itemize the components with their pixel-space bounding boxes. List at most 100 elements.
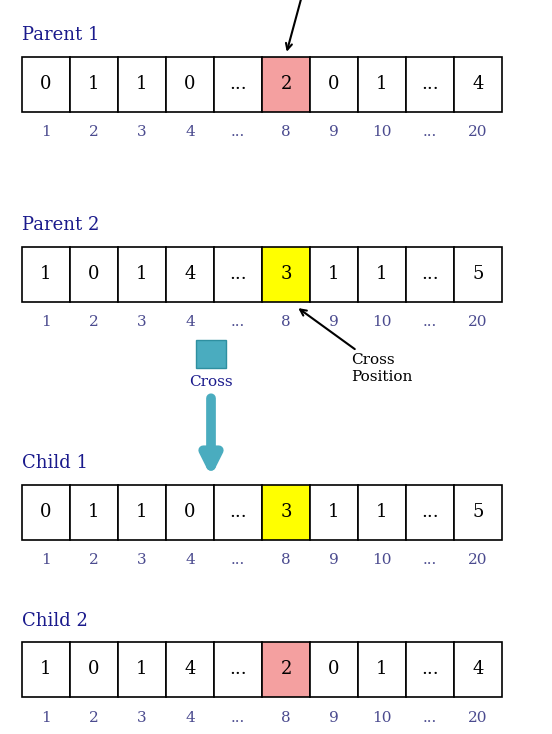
Text: 20: 20 (468, 316, 488, 330)
Text: 1: 1 (136, 75, 148, 93)
Bar (406, 247, 454, 302)
Bar (70, 247, 118, 302)
Bar (406, 642, 454, 697)
Text: 4: 4 (185, 126, 195, 139)
Text: ...: ... (421, 75, 439, 93)
Text: 4: 4 (185, 316, 195, 330)
Text: 0: 0 (88, 265, 100, 283)
Text: 0: 0 (40, 75, 52, 93)
Text: 3: 3 (280, 503, 292, 521)
Text: 1: 1 (41, 316, 51, 330)
Text: 0: 0 (184, 75, 196, 93)
Bar (454, 247, 502, 302)
Bar (454, 484, 502, 539)
Text: 4: 4 (473, 660, 484, 678)
Text: Cross
Position: Cross Position (300, 310, 412, 384)
Text: Parent 2: Parent 2 (22, 217, 99, 234)
Bar (70, 642, 118, 697)
Bar (22, 57, 70, 112)
Bar (166, 484, 214, 539)
Text: ...: ... (421, 265, 439, 283)
Text: 10: 10 (372, 711, 392, 724)
Text: ...: ... (229, 660, 247, 678)
Text: Child 1: Child 1 (22, 454, 88, 473)
Text: 0: 0 (184, 503, 196, 521)
Bar (262, 642, 310, 697)
Text: 4: 4 (185, 553, 195, 567)
Bar (70, 57, 118, 112)
Bar (406, 484, 454, 539)
Text: 20: 20 (468, 126, 488, 139)
Text: 2: 2 (89, 126, 99, 139)
Text: 9: 9 (329, 126, 339, 139)
Bar (118, 57, 166, 112)
Text: 0: 0 (328, 660, 339, 678)
Text: 2: 2 (89, 711, 99, 724)
Text: ...: ... (423, 316, 437, 330)
Text: ...: ... (423, 553, 437, 567)
Text: 1: 1 (376, 660, 388, 678)
Text: 3: 3 (137, 316, 147, 330)
Text: ...: ... (231, 553, 245, 567)
Text: 4: 4 (185, 711, 195, 724)
Text: 3: 3 (137, 711, 147, 724)
Text: 1: 1 (88, 503, 100, 521)
Text: ...: ... (421, 660, 439, 678)
Text: 1: 1 (40, 660, 52, 678)
Text: 4: 4 (184, 265, 196, 283)
Text: 1: 1 (88, 75, 100, 93)
Bar (454, 642, 502, 697)
Bar (310, 642, 358, 697)
Text: Child 2: Child 2 (22, 611, 88, 630)
Bar (358, 247, 406, 302)
Bar (214, 57, 262, 112)
Bar (118, 484, 166, 539)
Bar (454, 57, 502, 112)
Text: 1: 1 (40, 265, 52, 283)
Text: Parent 1: Parent 1 (22, 26, 99, 45)
Text: 1: 1 (41, 126, 51, 139)
Text: 9: 9 (329, 553, 339, 567)
Text: 1: 1 (376, 75, 388, 93)
Bar (166, 642, 214, 697)
Text: 1: 1 (41, 553, 51, 567)
Bar (310, 57, 358, 112)
Bar (262, 247, 310, 302)
Text: ...: ... (423, 711, 437, 724)
Text: 10: 10 (372, 126, 392, 139)
Bar (262, 57, 310, 112)
Text: 0: 0 (40, 503, 52, 521)
Bar (358, 484, 406, 539)
Text: ...: ... (229, 75, 247, 93)
Bar (406, 57, 454, 112)
Text: 1: 1 (376, 503, 388, 521)
Text: 3: 3 (137, 553, 147, 567)
Bar (310, 484, 358, 539)
Text: Cross
Position: Cross Position (277, 0, 339, 50)
Text: 20: 20 (468, 553, 488, 567)
Text: 8: 8 (281, 553, 291, 567)
Text: 9: 9 (329, 316, 339, 330)
Bar (22, 247, 70, 302)
Text: 10: 10 (372, 553, 392, 567)
Text: 0: 0 (88, 660, 100, 678)
Bar (214, 642, 262, 697)
Text: Cross: Cross (189, 376, 233, 390)
Text: 3: 3 (280, 265, 292, 283)
Text: 1: 1 (136, 503, 148, 521)
Text: ...: ... (231, 711, 245, 724)
Text: 9: 9 (329, 711, 339, 724)
Bar (166, 247, 214, 302)
Text: 2: 2 (280, 75, 291, 93)
Bar (262, 484, 310, 539)
Text: 20: 20 (468, 711, 488, 724)
Bar (214, 484, 262, 539)
Bar (196, 340, 226, 368)
Text: ...: ... (421, 503, 439, 521)
Text: 10: 10 (372, 316, 392, 330)
Text: 1: 1 (136, 265, 148, 283)
Bar (358, 642, 406, 697)
Text: ...: ... (229, 265, 247, 283)
Bar (214, 247, 262, 302)
Text: 1: 1 (328, 265, 339, 283)
